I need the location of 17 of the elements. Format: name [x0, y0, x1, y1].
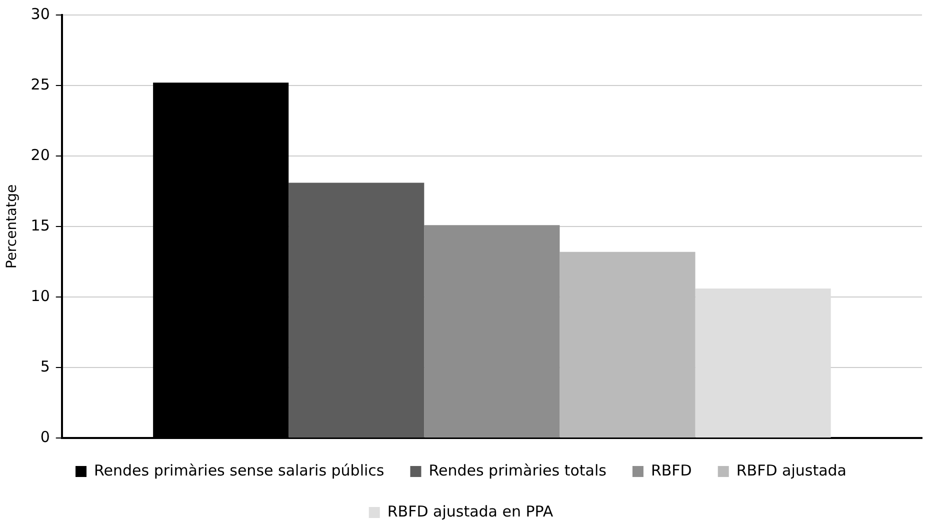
bar [288, 182, 424, 438]
y-tick-label: 25 [30, 75, 50, 94]
legend-label: RBFD ajustada en PPA [387, 502, 554, 520]
y-tick-label: 5 [40, 357, 50, 376]
y-tick-label: 0 [40, 428, 50, 446]
y-axis-title: Percentatge [4, 184, 20, 269]
y-tick-label: 30 [30, 4, 50, 23]
y-tick-label: 10 [30, 286, 50, 305]
legend-label: RBFD [650, 461, 692, 480]
bar [560, 252, 696, 438]
legend-label: RBFD ajustada [736, 461, 846, 480]
y-tick-label: 15 [30, 216, 50, 234]
bar [424, 225, 560, 438]
legend-label: Rendes primàries sense salaris públics [94, 461, 384, 480]
y-tick-label: 20 [30, 146, 50, 164]
legend-label: Rendes primàries totals [428, 461, 607, 480]
bar [695, 288, 831, 438]
